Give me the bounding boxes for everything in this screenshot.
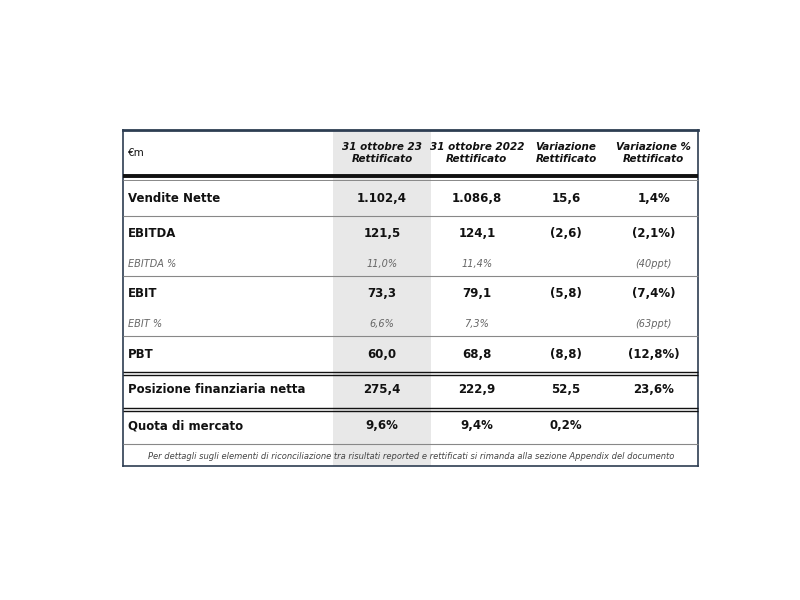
Text: 7,3%: 7,3% bbox=[465, 319, 490, 329]
Text: EBITDA: EBITDA bbox=[128, 227, 177, 241]
Text: (63ppt): (63ppt) bbox=[635, 319, 672, 329]
Text: Posizione finanziaria netta: Posizione finanziaria netta bbox=[128, 383, 306, 397]
Text: 1.086,8: 1.086,8 bbox=[452, 191, 502, 205]
Text: 1.102,4: 1.102,4 bbox=[357, 191, 407, 205]
Text: 68,8: 68,8 bbox=[462, 347, 491, 361]
Text: (2,1%): (2,1%) bbox=[632, 227, 675, 241]
Text: 11,0%: 11,0% bbox=[366, 259, 398, 269]
Text: (12,8%): (12,8%) bbox=[628, 347, 679, 361]
Text: Vendite Nette: Vendite Nette bbox=[128, 191, 221, 205]
Text: Quota di mercato: Quota di mercato bbox=[128, 419, 243, 432]
Text: EBIT: EBIT bbox=[128, 287, 158, 301]
Text: (2,6): (2,6) bbox=[550, 227, 582, 241]
Text: 1,4%: 1,4% bbox=[638, 191, 670, 205]
Text: (5,8): (5,8) bbox=[550, 287, 582, 301]
Text: (8,8): (8,8) bbox=[550, 347, 582, 361]
Text: 15,6: 15,6 bbox=[551, 191, 581, 205]
Text: Per dettagli sugli elementi di riconciliazione tra risultati reported e rettific: Per dettagli sugli elementi di riconcili… bbox=[147, 452, 674, 461]
Text: EBITDA %: EBITDA % bbox=[128, 259, 177, 269]
Text: 9,6%: 9,6% bbox=[366, 419, 398, 432]
Text: 121,5: 121,5 bbox=[363, 227, 401, 241]
Text: 9,4%: 9,4% bbox=[461, 419, 494, 432]
Text: €m: €m bbox=[128, 148, 145, 158]
Text: 275,4: 275,4 bbox=[363, 383, 401, 397]
Text: 124,1: 124,1 bbox=[458, 227, 495, 241]
Text: 222,9: 222,9 bbox=[458, 383, 495, 397]
Text: 31 ottobre 2022
Rettificato: 31 ottobre 2022 Rettificato bbox=[430, 142, 524, 164]
Text: 0,2%: 0,2% bbox=[550, 419, 582, 432]
Text: 73,3: 73,3 bbox=[367, 287, 397, 301]
Text: 11,4%: 11,4% bbox=[462, 259, 493, 269]
Bar bbox=[333, 130, 431, 466]
Text: PBT: PBT bbox=[128, 347, 154, 361]
Text: 52,5: 52,5 bbox=[551, 383, 581, 397]
Text: 31 ottobre 23
Rettificato: 31 ottobre 23 Rettificato bbox=[342, 142, 422, 164]
Text: (40ppt): (40ppt) bbox=[635, 259, 672, 269]
Text: (7,4%): (7,4%) bbox=[632, 287, 675, 301]
Text: Variazione
Rettificato: Variazione Rettificato bbox=[535, 142, 597, 164]
Text: Variazione %
Rettificato: Variazione % Rettificato bbox=[616, 142, 691, 164]
Text: 6,6%: 6,6% bbox=[370, 319, 394, 329]
Text: 23,6%: 23,6% bbox=[634, 383, 674, 397]
Text: 60,0: 60,0 bbox=[367, 347, 397, 361]
Text: 79,1: 79,1 bbox=[462, 287, 491, 301]
Text: EBIT %: EBIT % bbox=[128, 319, 162, 329]
